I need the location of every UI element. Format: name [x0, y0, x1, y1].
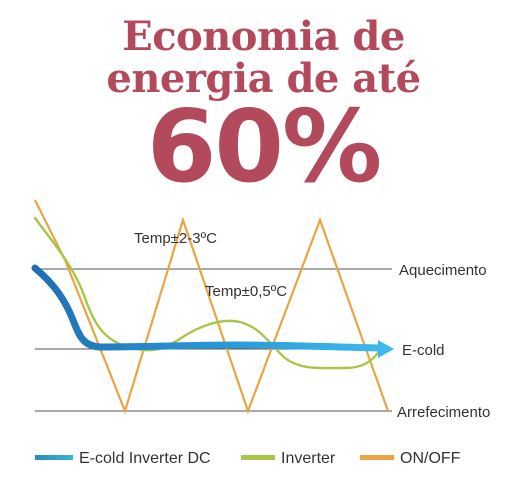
legend: E-cold Inverter DC Inverter ON/OFF	[35, 450, 461, 467]
legend-swatch-ecold	[35, 455, 73, 460]
legend-swatch-inverter	[241, 455, 275, 460]
legend-label-ecold: E-cold Inverter DC	[79, 450, 211, 467]
series-ecold-line	[31, 264, 384, 352]
legend-label-onoff: ON/OFF	[400, 450, 461, 467]
legend-swatch-onoff	[360, 455, 394, 460]
headline-percent: 60%	[146, 88, 382, 205]
label-ecold: E-cold	[402, 342, 445, 359]
headline-line-1: Economia de	[122, 13, 405, 60]
annotation-temp-onoff: Temp±2-3ºC	[134, 230, 217, 247]
series-ecold-arrowhead	[378, 340, 394, 358]
annotation-temp-inverter: Temp±0,5ºC	[205, 283, 287, 300]
series-inverter-line	[33, 216, 382, 370]
legend-label-inverter: Inverter	[281, 450, 336, 467]
label-arrefecimento: Arrefecimento	[397, 404, 490, 421]
label-aquecimento: Aquecimento	[399, 262, 487, 279]
headline-line-2: energia de até	[106, 55, 421, 102]
